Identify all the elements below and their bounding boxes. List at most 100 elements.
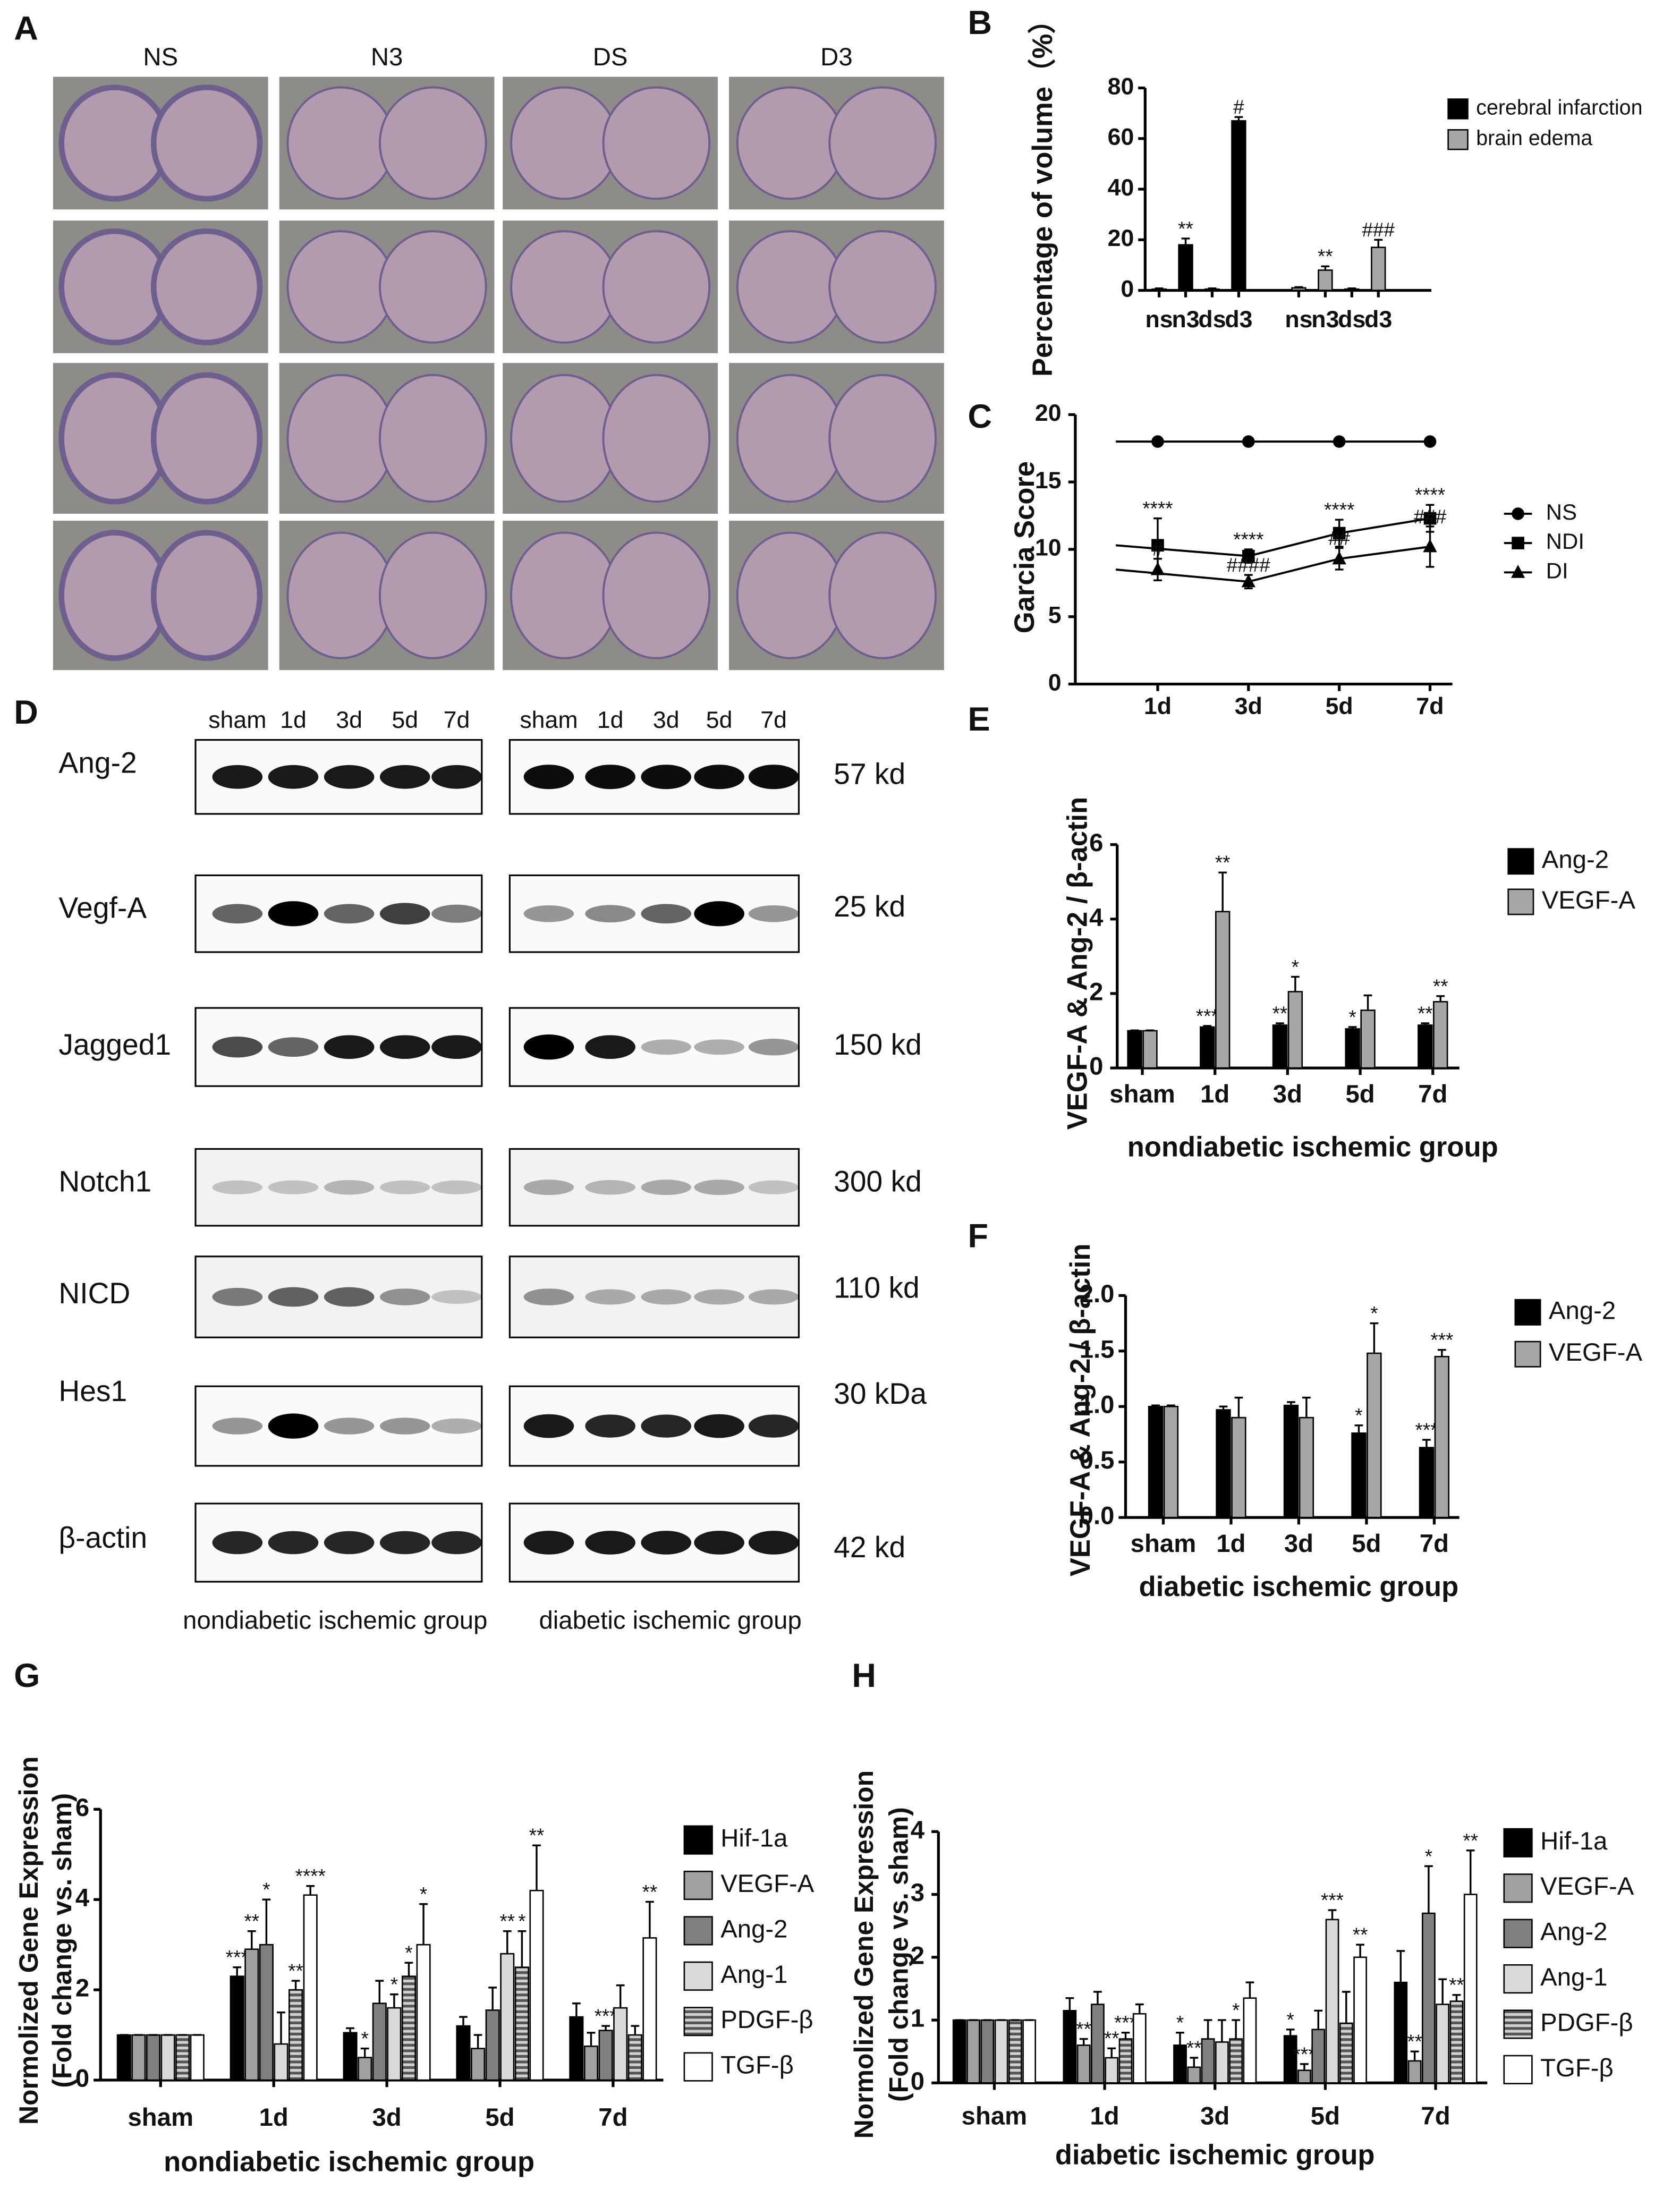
blot-band — [523, 1180, 574, 1195]
blot-band — [641, 1180, 692, 1195]
y-tick-label: 0 — [1089, 1053, 1103, 1081]
y-tick-label: 2 — [911, 1941, 924, 1970]
blot-band — [212, 1287, 263, 1306]
y-axis-label: (Fold change vs. sham) — [47, 1793, 77, 2088]
lane-label: sham — [520, 707, 578, 733]
legend-label: PDGF-β — [720, 2006, 813, 2034]
x-tick-label: 1d — [259, 2103, 289, 2132]
bar — [1022, 2019, 1037, 2084]
band-size: 42 kd — [834, 1531, 905, 1564]
marker — [1241, 574, 1255, 588]
significance-label: ** — [1318, 245, 1333, 267]
blot-box — [508, 1255, 800, 1338]
image-column-label: DS — [593, 43, 628, 71]
lane-label: 5d — [392, 707, 418, 733]
legend-swatch — [683, 2007, 713, 2037]
image-column-label: NS — [143, 43, 178, 71]
brain-section — [736, 86, 845, 200]
bar — [416, 1944, 431, 2081]
legend-swatch — [1503, 1964, 1533, 1994]
blot-band — [523, 905, 574, 922]
y-axis-label: Percentage of volume（%） — [1027, 6, 1058, 377]
bar — [1353, 1956, 1367, 2084]
significance-label: #### — [1227, 554, 1270, 576]
significance-label: ** — [1353, 1924, 1368, 1946]
marker — [1423, 512, 1437, 525]
blot-band — [379, 1288, 430, 1305]
blot-band — [748, 1180, 799, 1194]
bar — [1215, 2041, 1229, 2084]
bar — [1215, 911, 1231, 1069]
y-tick-label: 60 — [1108, 124, 1134, 150]
bar — [1132, 2013, 1147, 2084]
bar — [116, 2034, 131, 2081]
band-size: 150 kd — [834, 1028, 922, 1061]
x-tick-label: ns — [1146, 307, 1173, 333]
x-axis-label: diabetic ischemic group — [1055, 2139, 1375, 2170]
blot-band — [523, 1288, 574, 1305]
legend-swatch — [1514, 1299, 1541, 1326]
blot-band — [324, 1418, 375, 1435]
lane-label: 1d — [597, 707, 624, 733]
significance-label: *** — [1430, 1329, 1453, 1351]
y-tick-label: 20 — [1035, 400, 1062, 426]
blot-band — [641, 1039, 692, 1055]
brain-section — [286, 86, 395, 200]
line — [1115, 517, 1430, 557]
brain-section — [602, 230, 711, 344]
significance-label: ** — [1076, 2018, 1091, 2040]
marker — [1242, 435, 1255, 448]
significance-label: **** — [1324, 499, 1354, 521]
panel-label: E — [968, 701, 990, 738]
y-tick-label: 4 — [911, 1816, 925, 1844]
brain-section — [602, 86, 711, 200]
blot-band — [324, 904, 375, 924]
panel-label: B — [968, 4, 992, 41]
y-tick-label: 1.5 — [1080, 1335, 1115, 1363]
blot-band — [212, 1036, 263, 1058]
legend-swatch — [1503, 1919, 1533, 1948]
chart: 0 2 4 6 sham 1d 3d 5d 7d VEGF-A & Ang-2 / β-actin… — [1062, 797, 1636, 1163]
blot-band — [748, 1531, 799, 1555]
blot-band — [431, 1289, 482, 1304]
y-tick-label: 4 — [1089, 903, 1104, 931]
brain-section — [510, 230, 618, 344]
bar — [569, 2016, 584, 2081]
blot-band — [212, 1531, 263, 1555]
blot-band — [379, 1418, 430, 1435]
band-size: 300 kd — [834, 1165, 922, 1198]
legend-label: NS — [1546, 499, 1577, 524]
significance-label: * — [1292, 956, 1299, 978]
band-size: 57 kd — [834, 758, 905, 791]
x-tick-label: sham — [128, 2103, 193, 2132]
x-tick-label: n3 — [1311, 307, 1339, 333]
bar — [1216, 1409, 1231, 1518]
brain-section — [602, 531, 711, 659]
brain-section — [378, 374, 487, 503]
blot-band — [585, 1035, 635, 1059]
blot-band — [641, 1414, 692, 1438]
legend-label: Ang-2 — [1542, 846, 1609, 874]
legend-swatch — [683, 1916, 713, 1946]
bar — [1287, 991, 1303, 1069]
lane-label: 3d — [336, 707, 362, 733]
x-tick-label: 5d — [1311, 2102, 1340, 2130]
significance-label: * — [262, 1879, 270, 1900]
x-tick-label: 5d — [1352, 1530, 1381, 1558]
bar — [1204, 288, 1220, 291]
x-axis-label: diabetic ischemic group — [1139, 1571, 1459, 1602]
legend-swatch — [1507, 848, 1534, 875]
significance-label: ### — [1414, 506, 1447, 528]
bar — [1118, 2038, 1133, 2084]
y-tick-label: 40 — [1108, 175, 1134, 201]
bar — [1187, 2066, 1201, 2084]
bar — [1243, 1997, 1257, 2084]
y-tick-label: 4 — [75, 1884, 90, 1912]
brain-section — [828, 374, 937, 503]
blot-band — [268, 901, 319, 927]
x-tick-label: sham — [1131, 1530, 1197, 1558]
significance-label: *** — [1321, 1889, 1344, 1911]
significance-label: ** — [1104, 2027, 1119, 2049]
brain-section — [828, 531, 937, 659]
